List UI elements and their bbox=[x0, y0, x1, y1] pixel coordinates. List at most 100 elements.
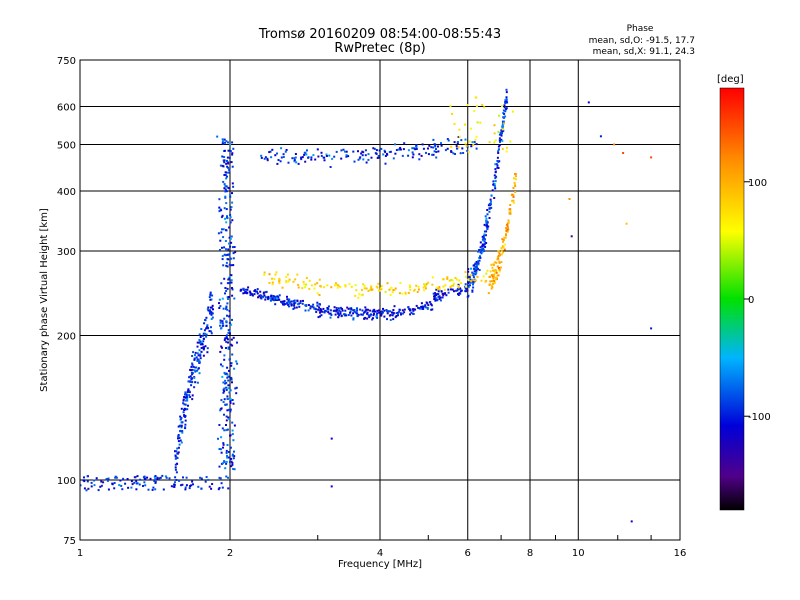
echo-point bbox=[500, 253, 503, 256]
echo-point bbox=[478, 259, 481, 262]
echo-point bbox=[414, 148, 417, 151]
echo-point bbox=[222, 388, 225, 391]
echo-point bbox=[475, 147, 478, 150]
echo-point bbox=[119, 479, 122, 482]
echo-point bbox=[194, 366, 197, 369]
echo-point bbox=[448, 279, 451, 282]
echo-point bbox=[369, 314, 372, 317]
echo-point bbox=[485, 242, 488, 244]
echo-point bbox=[395, 315, 398, 317]
echo-point bbox=[452, 152, 455, 155]
echo-point bbox=[424, 304, 427, 307]
echo-point bbox=[503, 104, 506, 107]
echo-point bbox=[227, 248, 230, 251]
echo-point bbox=[285, 149, 288, 151]
echo-point bbox=[304, 309, 307, 312]
echo-point bbox=[404, 291, 407, 294]
echo-point bbox=[453, 141, 456, 144]
echo-point bbox=[494, 171, 497, 174]
echo-point bbox=[497, 130, 500, 133]
echo-point bbox=[228, 310, 231, 313]
echo-point bbox=[154, 482, 157, 484]
echo-point bbox=[465, 290, 468, 293]
echo-point bbox=[154, 480, 157, 483]
echo-point bbox=[349, 310, 352, 313]
echo-point bbox=[492, 263, 495, 266]
echo-point bbox=[149, 477, 152, 480]
echo-point bbox=[115, 476, 118, 479]
echo-point bbox=[341, 309, 344, 312]
echo-point bbox=[496, 166, 499, 169]
echo-point bbox=[211, 294, 214, 297]
echo-point bbox=[480, 252, 483, 255]
echo-point bbox=[208, 330, 211, 333]
echo-point bbox=[503, 248, 506, 251]
echo-point bbox=[485, 219, 488, 222]
echo-point bbox=[496, 258, 499, 261]
echo-point bbox=[225, 264, 228, 267]
echo-point bbox=[223, 156, 226, 158]
echo-point bbox=[343, 314, 346, 317]
y-axis-ticks: 75 100 200 300 400 500 600 750 bbox=[57, 56, 76, 547]
echo-point bbox=[394, 287, 397, 290]
echo-point bbox=[106, 479, 109, 482]
echo-point bbox=[223, 398, 226, 401]
echo-point bbox=[296, 303, 299, 306]
echo-point bbox=[202, 347, 205, 350]
echo-point bbox=[503, 106, 506, 109]
echo-point bbox=[327, 311, 330, 314]
echo-point bbox=[364, 154, 367, 157]
echo-point bbox=[184, 391, 187, 394]
echo-point bbox=[233, 450, 235, 453]
echo-point bbox=[100, 484, 103, 487]
echo-point bbox=[472, 272, 475, 275]
echo-point bbox=[188, 394, 191, 397]
echo-point bbox=[226, 265, 229, 268]
echo-point bbox=[176, 452, 179, 455]
echo-point bbox=[339, 286, 342, 288]
echo-point bbox=[295, 161, 298, 164]
echo-point bbox=[227, 375, 230, 378]
echo-point bbox=[483, 240, 486, 243]
echo-point bbox=[320, 310, 323, 313]
echo-point bbox=[305, 283, 307, 286]
echo-point bbox=[401, 292, 404, 295]
echo-point bbox=[501, 125, 504, 128]
echo-point bbox=[339, 312, 342, 315]
echo-point bbox=[475, 264, 478, 267]
echo-point bbox=[505, 146, 508, 149]
echo-point bbox=[178, 443, 181, 446]
echo-point bbox=[205, 476, 208, 478]
echo-point bbox=[504, 243, 507, 246]
echo-point bbox=[373, 312, 375, 315]
echo-point bbox=[271, 281, 274, 284]
echo-point bbox=[302, 280, 305, 283]
echo-point bbox=[650, 327, 653, 330]
echo-point bbox=[474, 267, 477, 270]
echo-point bbox=[328, 154, 331, 157]
echo-point bbox=[224, 337, 227, 340]
echo-point bbox=[367, 308, 369, 311]
echo-point bbox=[228, 391, 231, 394]
echo-point bbox=[394, 316, 397, 319]
y-axis-label: Stationary phase Virtual Height [km] bbox=[39, 208, 50, 392]
echo-point bbox=[222, 180, 225, 183]
echo-point bbox=[472, 286, 475, 289]
echo-point bbox=[325, 153, 328, 156]
echo-point bbox=[479, 121, 482, 124]
echo-point bbox=[509, 140, 512, 143]
echo-point bbox=[225, 460, 228, 463]
echo-point bbox=[474, 273, 477, 276]
echo-point bbox=[322, 307, 325, 310]
echo-point bbox=[431, 153, 433, 156]
echo-point bbox=[429, 301, 432, 304]
echo-point bbox=[504, 100, 507, 103]
echo-point bbox=[205, 335, 208, 338]
echo-point bbox=[206, 351, 209, 354]
echo-point bbox=[180, 417, 183, 419]
echo-point bbox=[273, 295, 276, 298]
echo-point bbox=[494, 139, 497, 142]
echo-point bbox=[491, 275, 494, 278]
echo-point bbox=[361, 154, 364, 157]
echo-point bbox=[482, 236, 485, 239]
